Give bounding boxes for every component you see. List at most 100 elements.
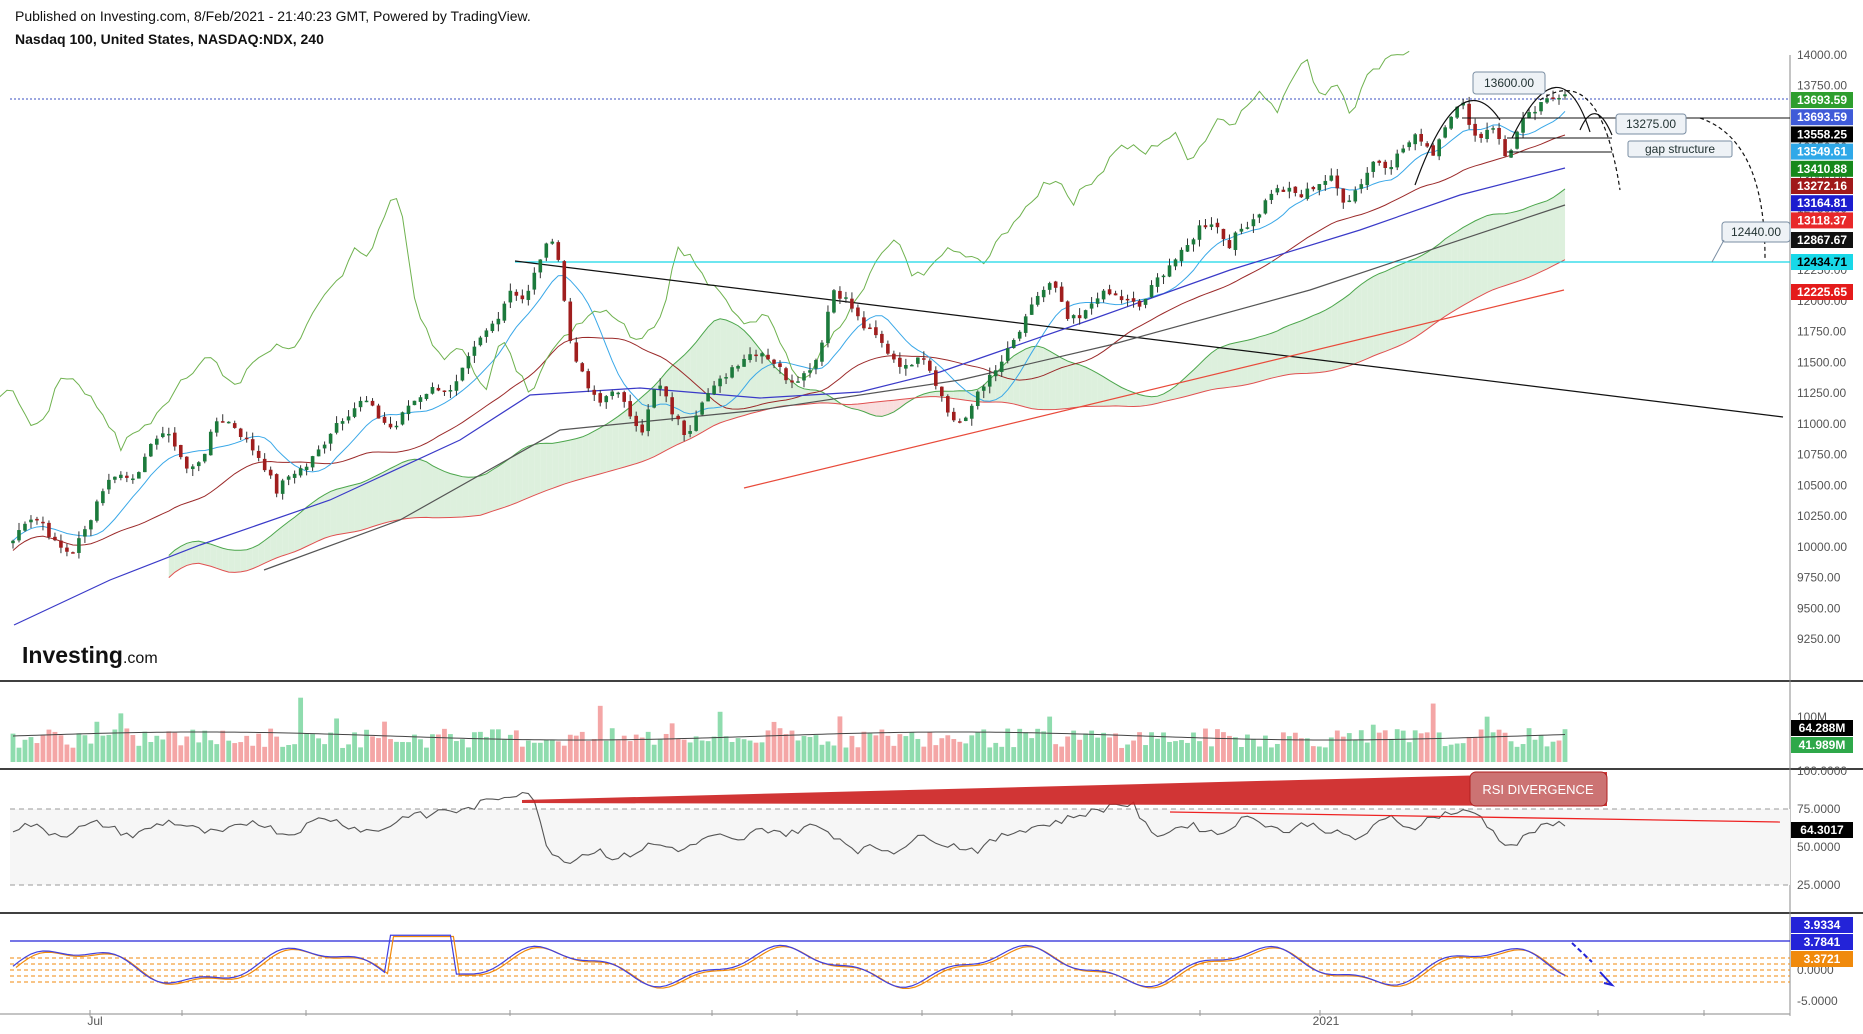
cloud-segment [1331,302,1338,371]
candle-body [742,358,746,367]
annotation-13600: 13600.00 [1484,76,1534,90]
volume-bar [657,739,663,762]
cloud-segment [1403,260,1410,344]
candle-body [466,356,471,369]
candle-body [664,386,668,397]
candle-body [190,466,195,470]
chikou-line [0,50,1410,452]
candle-body [478,337,483,346]
volume-bar [561,745,567,762]
volume-bar [585,740,591,762]
candle-body [706,393,710,402]
candle-body [250,439,255,451]
candle-body [220,421,225,423]
candle-body [987,374,992,387]
volume-bar [1550,741,1556,762]
volume-bar [1209,746,1214,762]
volume-bar [555,741,561,762]
cloud-segment [282,521,289,556]
cloud-segment [1241,340,1248,386]
cloud-segment [228,549,235,573]
candle-body [1437,139,1441,157]
cloud-segment [1523,206,1530,280]
candle-body [1293,186,1298,193]
cloud-segment [522,446,529,501]
annotation-box[interactable] [1627,140,1733,158]
cloud-segment [612,416,619,471]
annotation-box[interactable] [1721,221,1791,243]
volume-bar [310,734,316,762]
volume-bar [412,734,417,762]
volume-bar [873,735,879,762]
candle-body [562,261,567,301]
candle-body [232,423,237,428]
cloud-segment [216,546,223,571]
cloud-segment [462,476,469,517]
volume-bar [1400,730,1406,762]
cloud-segment [1151,396,1158,405]
annotation-box[interactable] [1472,71,1546,95]
sma-line [263,204,1566,571]
price-label-badge [1791,92,1853,108]
candle-body [484,330,489,337]
cloud-segment [780,371,787,407]
volume-bar [957,741,963,762]
annotation-box[interactable] [1615,113,1687,135]
candle-body [616,392,621,395]
price-tick: 11750.00 [1797,325,1846,339]
candle-body [532,272,537,290]
volume-bar [88,743,94,762]
volume-bar [130,735,136,762]
cloud-segment [1121,387,1128,407]
volume-bar [795,740,801,762]
volume-bar [837,716,843,762]
volume-bar [891,745,897,762]
candle-body [634,415,638,427]
candle-body [1203,225,1208,228]
candle-body [724,377,728,379]
cloud-segment [690,342,697,439]
volume-bar [819,744,825,762]
volume-bar [1484,716,1490,762]
cloud-segment [929,391,936,397]
cloud-segment [1337,298,1344,370]
volume-bar [489,729,495,762]
candle-body [1515,131,1519,149]
cloud-segment [1421,252,1428,334]
volume-bar [166,731,172,762]
cloud-segment [1145,396,1152,406]
cloud-segment [450,473,457,518]
candle-body [214,421,219,433]
cloud-segment [390,465,397,522]
rsi-divergence-box[interactable] [1469,771,1608,807]
cloud-segment [1319,310,1326,373]
cloud-segment [1457,227,1464,309]
investing-logo: Investing.com [22,642,158,668]
cloud-segment [732,322,739,419]
candle-body [1155,277,1160,287]
volume-bar [226,740,232,762]
volume-bar [1346,733,1352,762]
candle-body [166,433,171,436]
candle-body [520,295,525,300]
cloud-segment [1205,352,1212,392]
volume-bar [1023,732,1029,762]
cloud-segment [1307,315,1314,374]
price-label-text: 13164.81 [1797,196,1847,210]
volume-bar [909,732,915,762]
candle-body [1347,200,1352,203]
candle-body [766,354,770,360]
volume-bar [1520,744,1526,762]
candle-body [244,437,249,440]
volume-bar [1322,747,1328,762]
kijun-line [12,134,1566,551]
volume-bar [442,728,447,762]
volume-bar [106,734,112,762]
price-tick: 13750.00 [1797,79,1847,93]
volume-bar [1340,736,1346,762]
candle-body [340,421,345,424]
volume-bar [1436,732,1442,762]
cloud-segment [1157,393,1164,404]
volume-bar [1125,744,1130,762]
